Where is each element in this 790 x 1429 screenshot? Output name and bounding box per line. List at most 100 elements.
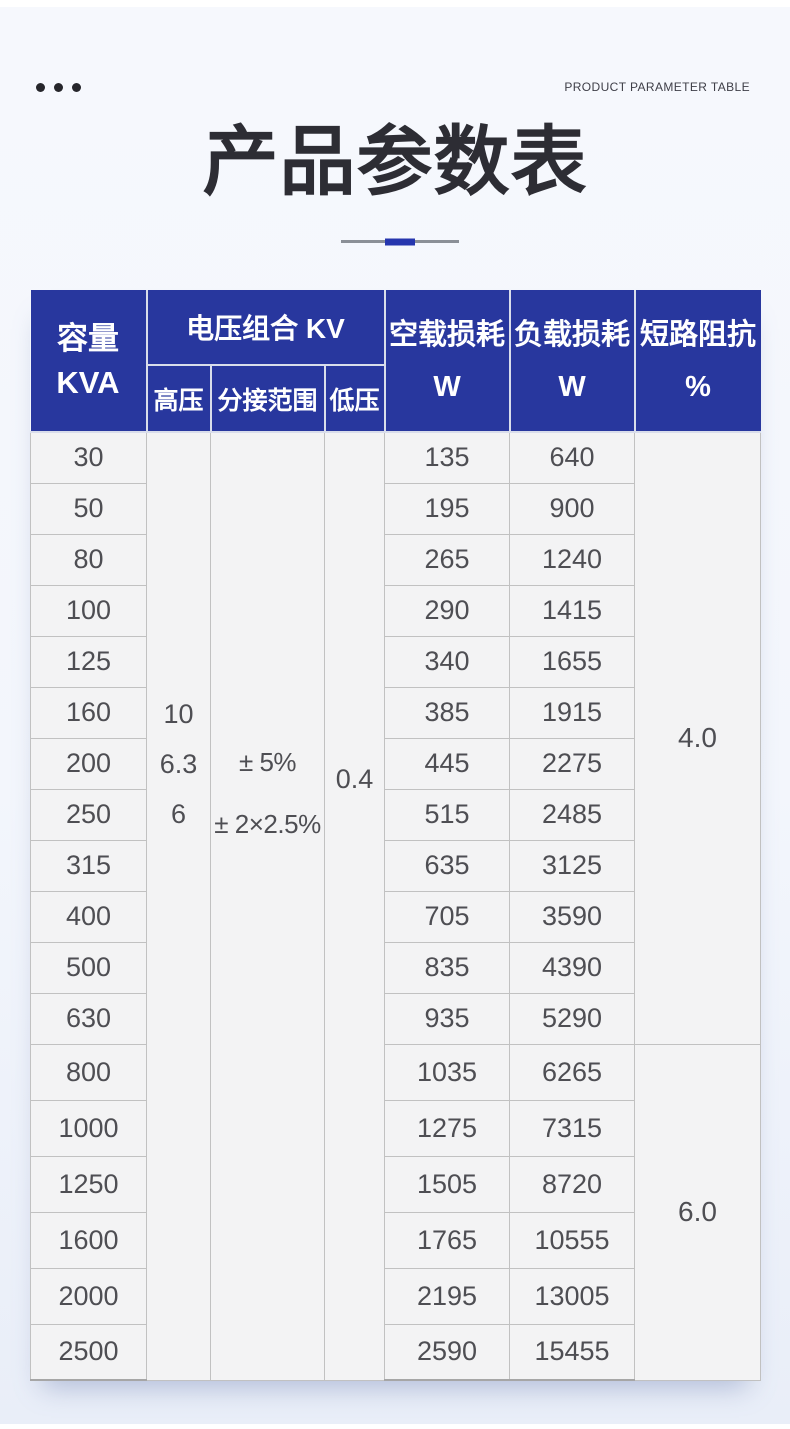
product-parameter-table: 容量 KVA 电压组合 KV 空载损耗 W 负载损耗 W 短路阻抗 % (30, 290, 761, 1381)
no-load-loss-cell: 135 (384, 431, 510, 484)
capacity-cell: 125 (30, 635, 147, 688)
header-impedance: 短路阻抗 % (633, 290, 761, 433)
capacity-cell: 200 (30, 737, 147, 790)
capacity-cell: 2000 (30, 1267, 147, 1325)
load-loss-cell: 1915 (509, 686, 635, 739)
table-row: 800 1035 6265 6.0 (30, 1043, 761, 1381)
header-voltage-group: 电压组合 KV (145, 290, 386, 366)
header-capacity-line1: 容量 (57, 320, 119, 356)
load-loss-cell: 1240 (509, 533, 635, 586)
header-capacity-line2: KVA (56, 364, 120, 400)
capacity-cell: 630 (30, 992, 147, 1045)
capacity-cell: 50 (30, 482, 147, 535)
header-tap-range: 分接范围 (209, 364, 326, 433)
load-loss-cell: 2485 (509, 788, 635, 841)
table-row: 80 265 1240 (30, 533, 761, 586)
no-load-loss-cell: 445 (384, 737, 510, 790)
header-capacity: 容量 KVA (30, 290, 148, 433)
header-low-voltage: 低压 (323, 364, 386, 433)
table-body: 30 10 6.3 6 ± 5% ± 2×2.5% 0.4 135 640 4.0 50 195 900… (30, 431, 761, 1381)
impedance-cell: 6.0 (634, 1043, 761, 1381)
no-load-loss-cell: 2195 (384, 1267, 510, 1325)
load-loss-cell: 15455 (509, 1323, 635, 1381)
high-voltage-merged-cell: 10 6.3 6 (146, 431, 211, 1381)
impedance-cell: 4.0 (634, 431, 761, 1045)
header-no-load-line1: 空载损耗 (388, 318, 505, 351)
dot-icon (72, 82, 81, 92)
low-voltage-merged-cell: 0.4 (324, 431, 385, 1381)
capacity-cell: 800 (30, 1043, 147, 1101)
title-divider (341, 238, 459, 245)
top-bar: PRODUCT PARAMETER TABLE (36, 77, 750, 97)
high-voltage-value: 6 (170, 799, 187, 829)
table-row: 50 195 900 (30, 482, 761, 535)
no-load-loss-cell: 1275 (384, 1099, 510, 1157)
no-load-loss-cell: 935 (384, 992, 510, 1045)
no-load-loss-cell: 340 (384, 635, 510, 688)
divider-accent (385, 238, 415, 245)
load-loss-cell: 5290 (509, 992, 635, 1045)
tap-range-merged-cell: ± 5% ± 2×2.5% (210, 431, 325, 1381)
no-load-loss-cell: 1035 (384, 1043, 510, 1101)
no-load-loss-cell: 1765 (384, 1211, 510, 1269)
header-load-line1: 负载损耗 (513, 318, 630, 351)
table-header: 容量 KVA 电压组合 KV 空载损耗 W 负载损耗 W 短路阻抗 % (30, 290, 761, 433)
top-right-label: PRODUCT PARAMETER TABLE (564, 80, 750, 94)
header-load-line2: W (558, 370, 586, 403)
load-loss-cell: 13005 (509, 1267, 635, 1325)
load-loss-cell: 2275 (509, 737, 635, 790)
capacity-cell: 500 (30, 941, 147, 994)
load-loss-cell: 640 (509, 431, 635, 484)
tap-range-values: ± 5% ± 2×2.5% (211, 731, 324, 855)
load-loss-cell: 8720 (509, 1155, 635, 1213)
capacity-cell: 1600 (30, 1211, 147, 1269)
capacity-cell: 30 (30, 431, 147, 484)
capacity-cell: 1000 (30, 1099, 147, 1157)
load-loss-cell: 3590 (509, 890, 635, 943)
no-load-loss-cell: 515 (384, 788, 510, 841)
three-dots-icon (36, 82, 81, 92)
no-load-loss-cell: 2590 (384, 1323, 510, 1381)
load-loss-cell: 7315 (509, 1099, 635, 1157)
no-load-loss-cell: 635 (384, 839, 510, 892)
load-loss-cell: 1415 (509, 584, 635, 637)
capacity-cell: 2500 (30, 1323, 147, 1381)
table-row: 250 515 2485 (30, 788, 761, 841)
table-row: 200 445 2275 (30, 737, 761, 790)
table-row: 315 635 3125 (30, 839, 761, 892)
no-load-loss-cell: 1505 (384, 1155, 510, 1213)
load-loss-cell: 3125 (509, 839, 635, 892)
header-high-voltage: 高压 (145, 364, 212, 433)
capacity-cell: 250 (30, 788, 147, 841)
tap-range-value: ± 5% (238, 747, 297, 777)
capacity-cell: 100 (30, 584, 147, 637)
table-row: 500 835 4390 (30, 941, 761, 994)
no-load-loss-cell: 195 (384, 482, 510, 535)
dot-icon (36, 82, 45, 92)
capacity-cell: 400 (30, 890, 147, 943)
header-impedance-line1: 短路阻抗 (639, 318, 756, 351)
table-row: 1600 1765 10555 (30, 1211, 761, 1269)
table-row: 30 10 6.3 6 ± 5% ± 2×2.5% 0.4 135 640 4.0 (30, 431, 761, 1381)
header-impedance-line2: % (685, 370, 711, 403)
low-voltage-value: 0.4 (335, 764, 374, 794)
table-row: 2500 2590 15455 (30, 1323, 761, 1381)
capacity-cell: 160 (30, 686, 147, 739)
header-no-load-line2: W (433, 370, 461, 403)
table-row: 400 705 3590 (30, 890, 761, 943)
page-title: 产品参数表 (202, 120, 588, 205)
capacity-cell: 80 (30, 533, 147, 586)
high-voltage-values: 10 6.3 6 (147, 689, 210, 839)
header-no-load-loss: 空载损耗 W (383, 290, 511, 433)
no-load-loss-cell: 705 (384, 890, 510, 943)
load-loss-cell: 1655 (509, 635, 635, 688)
capacity-cell: 315 (30, 839, 147, 892)
dot-icon (54, 82, 63, 92)
load-loss-cell: 10555 (509, 1211, 635, 1269)
high-voltage-value: 10 (163, 699, 194, 729)
table-row: 2000 2195 13005 (30, 1267, 761, 1325)
table-row: 100 290 1415 (30, 584, 761, 637)
load-loss-cell: 6265 (509, 1043, 635, 1101)
table-row: 1250 1505 8720 (30, 1155, 761, 1213)
header-load-loss: 负载损耗 W (508, 290, 636, 433)
